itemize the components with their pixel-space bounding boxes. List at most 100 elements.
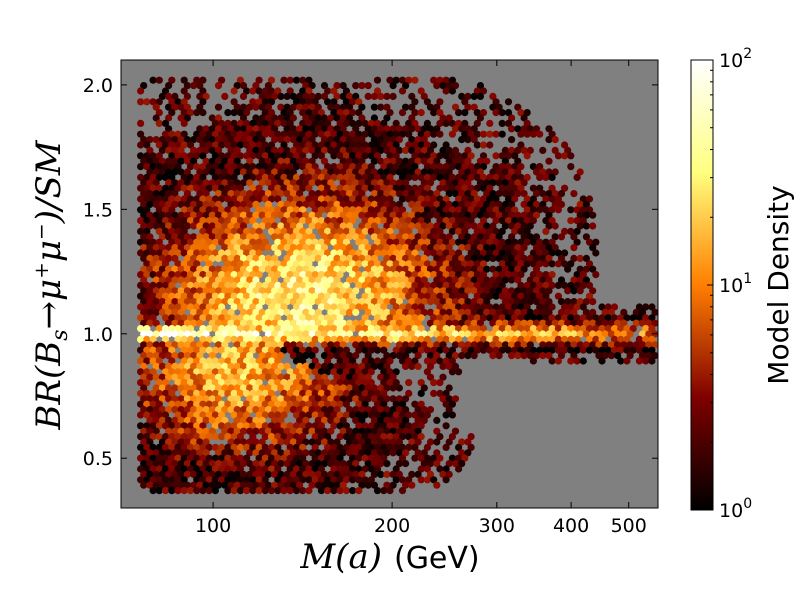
- hex-cell: [398, 195, 407, 203]
- hex-cell: [308, 244, 316, 252]
- hex-cell: [589, 222, 597, 230]
- hex-cell: [423, 195, 431, 203]
- hex-cell: [186, 249, 195, 257]
- hex-cell: [286, 314, 294, 322]
- hex-cell: [165, 136, 173, 144]
- hex-cell: [417, 476, 425, 484]
- hex-cell: [196, 190, 204, 198]
- hex-cell: [451, 308, 460, 316]
- hex-cell: [523, 173, 531, 181]
- hex-cell: [479, 130, 488, 138]
- hex-cell: [402, 168, 410, 176]
- hex-cell: [311, 217, 319, 225]
- hex-cell: [230, 249, 238, 257]
- hex-cell: [398, 227, 407, 235]
- hex-cell: [445, 265, 453, 273]
- hex-cell: [186, 303, 195, 311]
- hex-cell: [155, 249, 163, 257]
- hex-cell: [542, 227, 550, 235]
- hex-cell: [508, 179, 516, 187]
- hex-cell: [177, 244, 185, 252]
- hex-cell: [255, 271, 263, 279]
- hex-cell: [545, 136, 553, 144]
- hex-cell: [470, 254, 478, 262]
- hex-cell: [218, 141, 226, 149]
- hex-cell: [467, 217, 475, 225]
- hex-cell: [314, 254, 322, 262]
- hex-cell: [458, 136, 466, 144]
- hex-cell: [508, 276, 516, 284]
- hex-cell: [392, 206, 400, 214]
- hex-cell: [330, 98, 338, 106]
- hex-cell: [199, 271, 207, 279]
- hex-cell: [267, 152, 276, 160]
- hex-cell: [570, 244, 578, 252]
- hex-cell: [221, 308, 229, 316]
- hex-cell: [433, 103, 441, 111]
- hex-cell: [140, 136, 148, 144]
- hex-cell: [137, 195, 145, 203]
- hex-cell: [283, 276, 291, 284]
- hex-cell: [286, 271, 294, 279]
- hex-cell: [479, 303, 488, 311]
- hex-cell: [258, 265, 266, 273]
- hex-cell: [342, 109, 350, 117]
- hex-cell: [455, 227, 463, 235]
- hex-cell: [426, 319, 435, 327]
- hex-cell: [149, 303, 157, 311]
- hex-cell: [576, 287, 584, 295]
- hex-cell: [523, 260, 531, 268]
- hex-cell: [227, 244, 235, 252]
- hex-cell: [193, 271, 201, 279]
- hex-cell: [214, 168, 223, 176]
- hex-cell: [221, 157, 229, 165]
- hex-cell: [218, 152, 226, 160]
- hex-cell: [302, 319, 310, 327]
- hex-cell: [149, 184, 157, 192]
- hex-cell: [311, 119, 319, 127]
- hex-cell: [361, 260, 369, 268]
- hex-cell: [211, 130, 219, 138]
- y-tick-label: 1.0: [83, 324, 113, 346]
- hex-cell: [317, 238, 325, 246]
- hex-cell: [564, 287, 572, 295]
- hex-cell: [349, 130, 357, 138]
- hex-cell: [557, 200, 566, 208]
- hex-cell: [305, 271, 313, 279]
- hex-cell: [249, 271, 257, 279]
- hex-cell: [442, 119, 450, 127]
- hex-cell: [501, 200, 509, 208]
- hex-cell: [239, 222, 248, 230]
- hex-cell: [327, 254, 335, 262]
- hex-cell: [370, 103, 378, 111]
- hex-cell: [373, 206, 382, 214]
- hex-cell: [464, 308, 472, 316]
- hex-cell: [224, 152, 232, 160]
- hex-cell: [573, 206, 581, 214]
- hex-cell: [205, 281, 213, 289]
- hex-cell: [483, 254, 491, 262]
- hex-cell: [202, 136, 210, 144]
- hex-cell: [439, 179, 447, 187]
- hex-cell: [221, 319, 229, 327]
- hex-cell: [140, 233, 148, 241]
- hex-cell: [473, 206, 481, 214]
- hex-cell: [492, 249, 500, 257]
- hex-cell: [508, 136, 516, 144]
- hex-cell: [324, 260, 332, 268]
- hex-cell: [411, 98, 419, 106]
- hex-cell: [180, 217, 188, 225]
- hex-cell: [249, 217, 257, 225]
- hex-cell: [607, 352, 616, 360]
- hex-cell: [320, 136, 329, 144]
- hex-cell: [529, 195, 538, 203]
- hex-cell: [317, 109, 325, 117]
- hex-cell: [517, 271, 525, 279]
- hex-cell: [395, 211, 403, 219]
- hex-cell: [258, 179, 266, 187]
- hex-cell: [585, 260, 594, 268]
- hex-cell: [271, 179, 279, 187]
- x-tick-label: 500: [611, 515, 647, 537]
- hex-cell: [314, 125, 322, 133]
- hex-cell: [174, 141, 182, 149]
